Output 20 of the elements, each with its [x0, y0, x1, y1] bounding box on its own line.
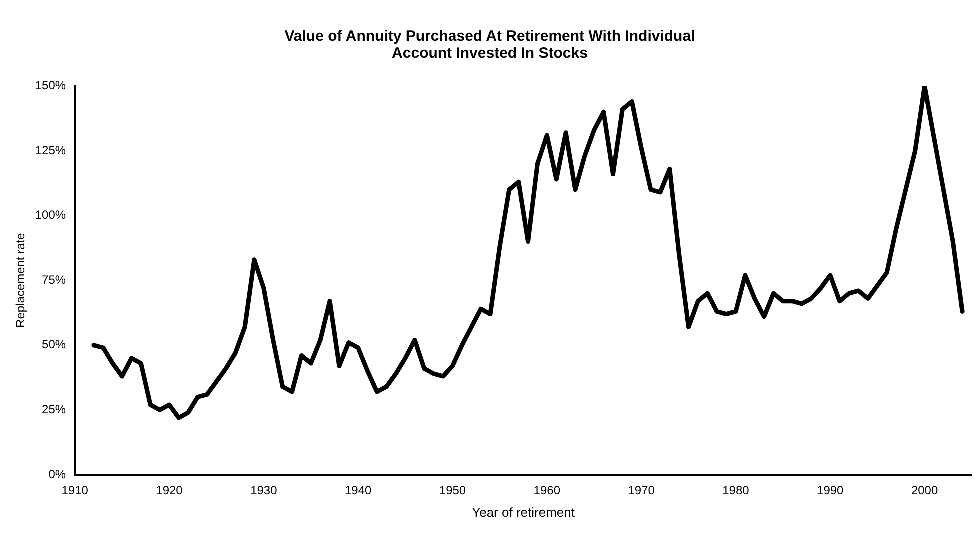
- x-tick-label: 1930: [250, 484, 278, 498]
- x-tick-label: 1950: [439, 484, 466, 498]
- y-tick-label: 150%: [35, 78, 66, 93]
- y-tick-label: 100%: [35, 208, 66, 222]
- x-tick-label: 1920: [156, 484, 184, 498]
- x-tick-label: 2000: [911, 484, 938, 498]
- x-tick-label: 1940: [344, 484, 372, 498]
- x-tick-label: 1910: [62, 484, 89, 498]
- y-tick-label: 0%: [48, 467, 66, 482]
- y-tick-label: 50%: [42, 338, 66, 352]
- x-tick-label: 1990: [817, 484, 844, 498]
- y-tick-label: 125%: [35, 143, 66, 158]
- x-tick-label: 1960: [534, 484, 561, 498]
- y-tick-label: 25%: [42, 402, 66, 417]
- y-tick-label: 75%: [42, 272, 66, 287]
- chart-title: Value of Annuity Purchased At Retirement With Individual Account Invested In Stocks: [284, 27, 696, 64]
- x-axis-title: Year of retirement: [472, 504, 576, 520]
- y-axis-title: Replacement rate: [14, 232, 28, 328]
- x-tick-label: 1970: [628, 484, 656, 498]
- x-tick-label: 1980: [722, 484, 750, 498]
